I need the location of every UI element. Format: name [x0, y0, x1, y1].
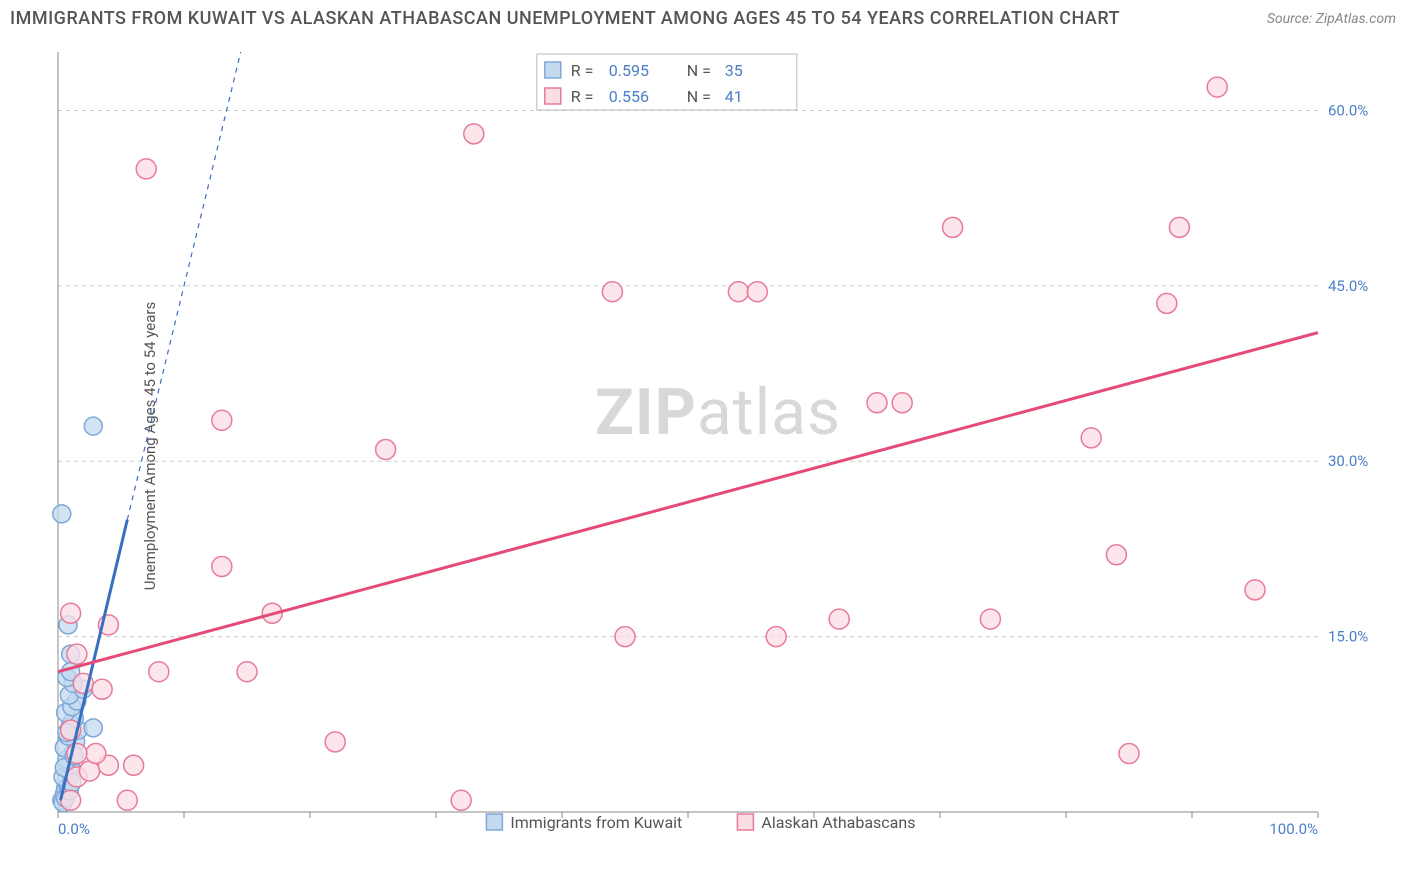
data-point [867, 393, 887, 413]
legend-r-value: 0.595 [609, 61, 649, 80]
watermark: ZIPatlas [595, 375, 841, 450]
bottom-legend-label: Immigrants from Kuwait [510, 813, 682, 832]
legend-swatch [545, 88, 561, 104]
legend-n-value: 35 [725, 61, 743, 80]
data-point [747, 282, 767, 302]
y-tick-label: 30.0% [1328, 452, 1368, 470]
data-point [451, 790, 471, 810]
data-point [92, 679, 112, 699]
data-point [892, 393, 912, 413]
chart-title: IMMIGRANTS FROM KUWAIT VS ALASKAN ATHABA… [10, 8, 1120, 29]
chart-svg: ZIPatlas 15.0% 30.0% 45.0% 60.0% 0.0% 100.0% R … [48, 42, 1388, 842]
legend-n-label: N = [687, 61, 711, 80]
x-tick-label: 100.0% [1269, 820, 1318, 838]
data-point [829, 609, 849, 629]
legend-r-label: R = [571, 87, 594, 106]
x-tick-label: 0.0% [58, 820, 90, 838]
legend-n-label: N = [687, 87, 711, 106]
bottom-legend-swatch [486, 814, 502, 830]
data-point [602, 282, 622, 302]
data-point [136, 159, 156, 179]
trend-line-dash [127, 52, 240, 520]
y-tick-label: 60.0% [1328, 101, 1368, 119]
data-point [84, 719, 102, 737]
legend-r-value: 0.556 [609, 87, 649, 106]
data-point [1119, 744, 1139, 764]
data-point [1157, 293, 1177, 313]
bottom-legend-swatch [737, 814, 753, 830]
data-point [67, 644, 87, 664]
data-point [86, 744, 106, 764]
data-point [1207, 77, 1227, 97]
data-point [212, 410, 232, 430]
legend-n-value: 41 [725, 87, 743, 106]
data-point [615, 627, 635, 647]
data-point [117, 790, 137, 810]
data-point [124, 755, 144, 775]
data-point [1081, 428, 1101, 448]
data-point [376, 440, 396, 460]
y-tick-label: 15.0% [1328, 628, 1368, 646]
data-point [728, 282, 748, 302]
data-point [980, 609, 1000, 629]
data-point [149, 662, 169, 682]
legend-r-label: R = [571, 61, 594, 80]
scatter-plot: ZIPatlas 15.0% 30.0% 45.0% 60.0% 0.0% 100.0% R … [48, 42, 1388, 842]
data-point [61, 603, 81, 623]
data-point [1169, 217, 1189, 237]
data-point [464, 124, 484, 144]
bottom-legend-label: Alaskan Athabascans [761, 813, 915, 832]
legend-swatch [545, 62, 561, 78]
data-point [766, 627, 786, 647]
y-tick-label: 45.0% [1328, 277, 1368, 295]
chart-source: Source: ZipAtlas.com [1267, 11, 1396, 27]
data-point [325, 732, 345, 752]
data-point [84, 417, 102, 435]
data-point [1245, 580, 1265, 600]
data-point [53, 505, 71, 523]
data-point [943, 217, 963, 237]
data-point [212, 556, 232, 576]
data-point [1106, 545, 1126, 565]
data-point [237, 662, 257, 682]
